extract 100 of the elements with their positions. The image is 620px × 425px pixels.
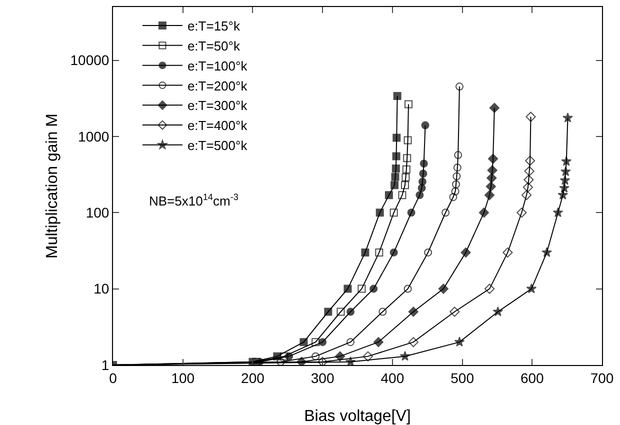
point <box>542 247 552 257</box>
point <box>392 152 400 160</box>
point <box>334 351 346 362</box>
point <box>450 306 460 317</box>
point <box>312 352 320 360</box>
point <box>438 284 448 294</box>
point <box>361 248 370 256</box>
x-axis-title: Bias voltage[V] <box>304 408 411 425</box>
point <box>558 190 568 200</box>
point <box>489 102 500 113</box>
point <box>419 170 428 178</box>
point <box>384 191 393 200</box>
point <box>391 172 400 181</box>
point <box>404 136 412 144</box>
x-tick-label: 400 <box>380 370 404 386</box>
legend-label: e:T=300°k <box>187 98 248 114</box>
point <box>403 154 412 162</box>
point <box>408 337 418 348</box>
legend-label: e:T=200°k <box>187 78 248 94</box>
point <box>552 207 564 218</box>
point <box>560 166 571 176</box>
point <box>393 92 402 100</box>
point <box>561 156 572 166</box>
point <box>344 284 352 293</box>
y-tick-label: 10 <box>94 280 110 297</box>
point <box>276 358 285 365</box>
y-tick-label: 1000 <box>78 128 110 144</box>
x-tick-label: 300 <box>310 370 334 386</box>
point <box>560 174 570 185</box>
point <box>455 82 464 91</box>
point <box>378 308 387 316</box>
legend-label: e:T=500°k <box>187 138 248 153</box>
point <box>408 306 418 317</box>
point <box>358 284 366 293</box>
point <box>404 284 412 293</box>
point <box>324 308 332 316</box>
point <box>487 165 498 176</box>
point <box>451 187 460 196</box>
legend-label: e:T=400°k <box>187 118 248 134</box>
x-tick-label: 600 <box>520 370 544 386</box>
annotation: NB=5x10$^{14}$cm$^{-3}$ <box>149 192 238 208</box>
point <box>484 284 495 294</box>
point <box>404 100 412 108</box>
point <box>562 112 573 122</box>
point <box>421 121 430 130</box>
x-tick-label: 500 <box>450 370 474 386</box>
point <box>420 160 428 168</box>
point <box>392 134 401 142</box>
point <box>300 338 308 346</box>
y-tick-label: 10000 <box>70 52 110 68</box>
point <box>312 338 320 346</box>
point <box>418 184 426 192</box>
x-tick-label: 100 <box>171 370 195 386</box>
point <box>452 180 460 188</box>
point <box>392 164 400 172</box>
point <box>402 165 410 174</box>
point <box>559 182 570 193</box>
point <box>524 174 534 185</box>
point <box>318 338 327 346</box>
point <box>370 284 378 293</box>
point <box>525 156 536 166</box>
point <box>336 308 345 316</box>
point <box>449 193 458 202</box>
point <box>362 351 374 362</box>
y-tick-label: 100 <box>86 204 110 221</box>
point <box>492 306 504 316</box>
point <box>424 248 432 256</box>
point <box>526 283 537 294</box>
point <box>484 190 495 200</box>
legend-label: e:T=15°k <box>187 18 240 34</box>
point <box>346 338 355 346</box>
point <box>486 181 496 192</box>
point <box>416 191 424 200</box>
point <box>390 248 398 256</box>
point <box>524 166 534 176</box>
y-tick-label: 1 <box>101 356 110 373</box>
point <box>375 248 384 256</box>
point <box>478 208 489 218</box>
point <box>280 352 288 360</box>
point <box>452 172 461 180</box>
y-axis-title: Multiplication gain M <box>44 114 62 258</box>
point <box>418 178 426 186</box>
point <box>522 182 533 192</box>
point <box>526 112 536 122</box>
point <box>402 173 410 182</box>
point <box>390 208 398 217</box>
point <box>401 181 409 190</box>
point <box>390 181 399 190</box>
point <box>442 208 450 217</box>
legend-label: e:T=50°k <box>187 38 240 54</box>
point <box>522 190 532 200</box>
point <box>502 247 513 258</box>
point <box>486 172 497 184</box>
x-tick-label: 0 <box>109 370 118 386</box>
point <box>407 208 416 217</box>
point <box>400 350 410 361</box>
point <box>516 208 527 218</box>
point <box>376 208 384 217</box>
point <box>346 308 355 316</box>
point <box>373 337 384 348</box>
